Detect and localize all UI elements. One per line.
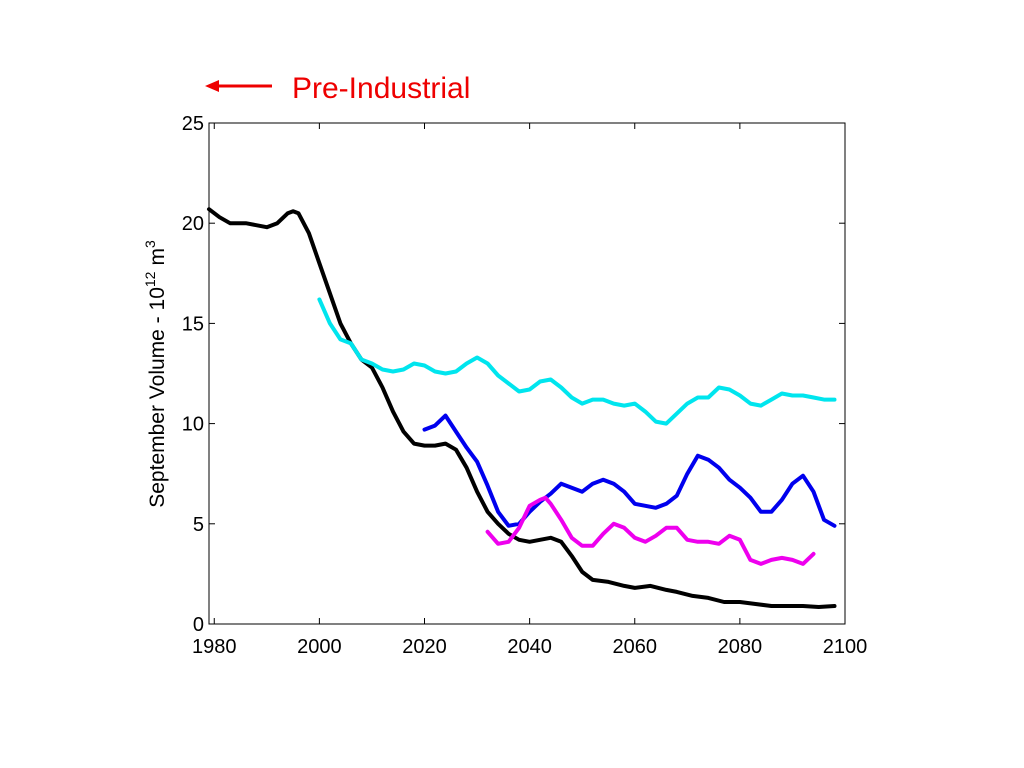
series-line-1 — [317, 297, 837, 426]
series-line-3 — [485, 495, 816, 566]
annotation: Pre-Industrial — [205, 72, 470, 105]
axis-ticks — [209, 122, 846, 625]
y-axis-label-exponent: 12 — [142, 271, 158, 287]
y-axis-label-unit-exponent: 3 — [142, 240, 158, 248]
series-line-2 — [422, 413, 837, 528]
series-lines — [207, 207, 837, 609]
x-tick-label: 2040 — [507, 636, 552, 658]
y-axis-label: September Volume - 1012 m3 — [142, 240, 169, 508]
y-axis-label-unit: m — [146, 248, 169, 266]
x-tick-label: 2000 — [297, 636, 342, 658]
y-tick-labels: 0 5 10 15 20 25 — [182, 113, 204, 636]
y-tick-label: 20 — [182, 213, 204, 235]
y-tick-label: 0 — [193, 614, 204, 636]
x-tick-label: 2020 — [402, 636, 447, 658]
y-tick-label: 5 — [193, 514, 204, 536]
annotation-text: Pre-Industrial — [292, 72, 470, 105]
annotation-arrow-head — [205, 80, 219, 92]
x-tick-label: 2100 — [823, 636, 868, 658]
y-tick-label: 10 — [182, 414, 204, 436]
plot-frame — [208, 122, 846, 625]
y-axis-label-text: September Volume - 10 — [146, 287, 169, 508]
x-tick-label: 2080 — [718, 636, 763, 658]
x-tick-labels: 1980 2000 2020 2040 2060 2080 2100 — [192, 636, 867, 658]
x-tick-label: 2060 — [613, 636, 658, 658]
x-tick-label: 1980 — [192, 636, 237, 658]
series-line-0 — [207, 207, 837, 609]
y-tick-label: 25 — [182, 113, 204, 135]
y-tick-label: 15 — [182, 313, 204, 335]
